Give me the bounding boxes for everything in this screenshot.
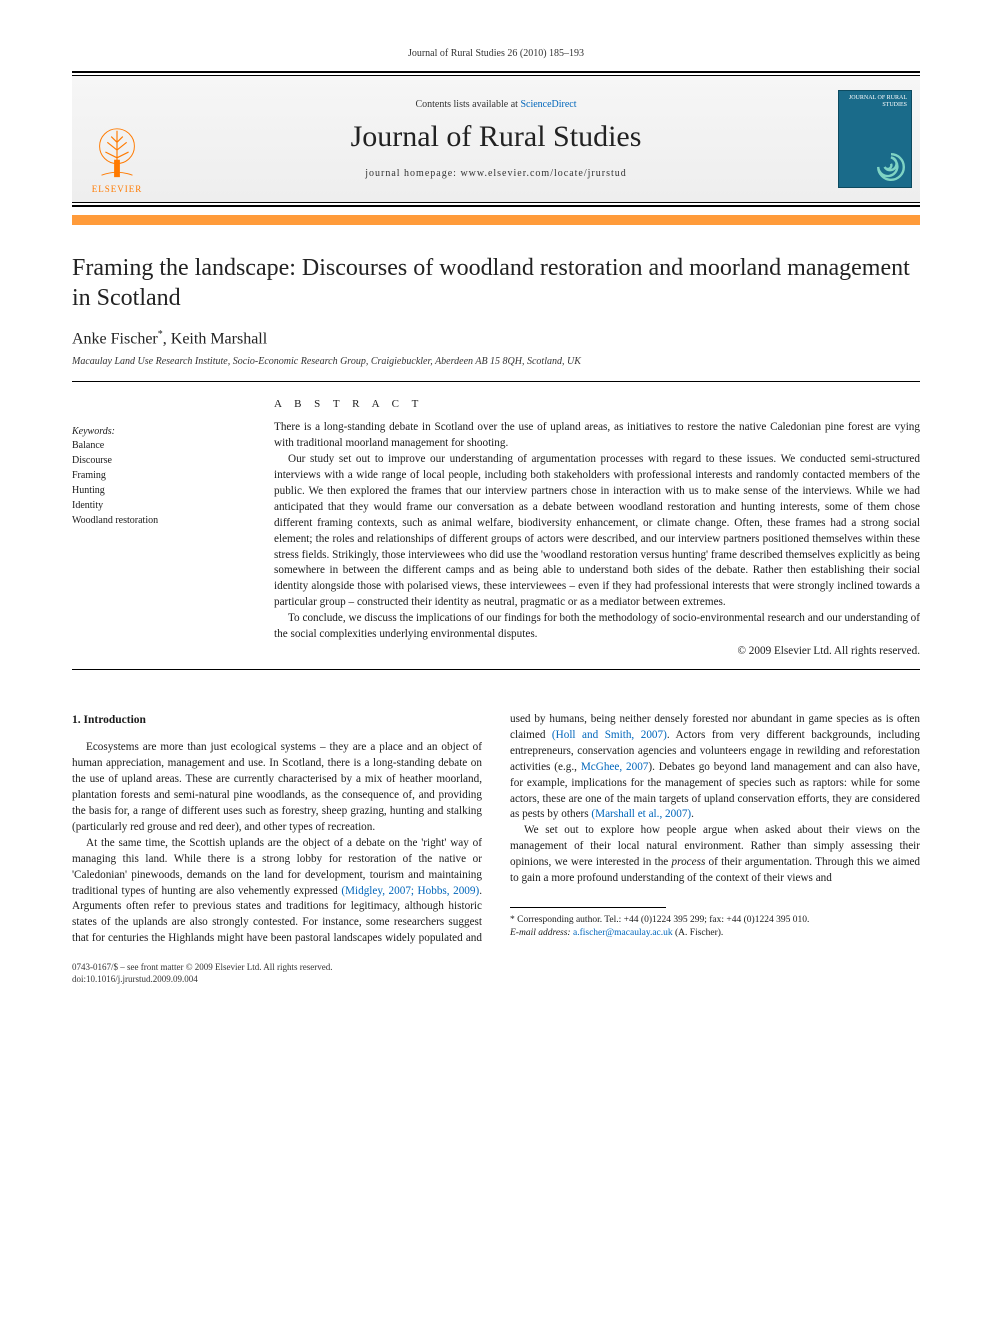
email-suffix: (A. Fischer).: [673, 928, 724, 938]
footer-line1: 0743-0167/$ – see front matter © 2009 El…: [72, 961, 920, 973]
body-text: .: [691, 808, 694, 820]
abstract-p3: To conclude, we discuss the implications…: [274, 611, 920, 643]
email-label: E-mail address:: [510, 928, 573, 938]
sciencedirect-link[interactable]: ScienceDirect: [520, 99, 576, 110]
keyword: Balance: [72, 438, 242, 453]
keyword: Woodland restoration: [72, 513, 242, 528]
homepage-url: www.elsevier.com/locate/jrurstud: [460, 168, 626, 179]
footer-doi: doi:10.1016/j.jrurstud.2009.09.004: [72, 973, 920, 985]
footnote-corr: * Corresponding author. Tel.: +44 (0)122…: [510, 915, 809, 925]
running-head: Journal of Rural Studies 26 (2010) 185–1…: [72, 48, 920, 59]
corresponding-author-footnote: * Corresponding author. Tel.: +44 (0)122…: [510, 914, 920, 940]
keyword: Hunting: [72, 483, 242, 498]
journal-name: Journal of Rural Studies: [351, 120, 642, 154]
elsevier-tree-icon: [88, 123, 146, 181]
cover-thumb-title: JOURNAL OF RURAL STUDIES: [843, 95, 907, 108]
publisher-name: ELSEVIER: [92, 184, 143, 194]
citation-link[interactable]: (Midgley, 2007; Hobbs, 2009): [341, 885, 479, 897]
citation-link[interactable]: McGhee, 2007: [581, 761, 649, 773]
publisher-logo-area: ELSEVIER: [72, 76, 162, 202]
keyword: Framing: [72, 468, 242, 483]
cover-swirl-icon: [875, 151, 907, 183]
citation-link[interactable]: (Marshall et al., 2007): [591, 808, 691, 820]
abstract-text: There is a long-standing debate in Scotl…: [274, 420, 920, 643]
journal-cover-thumbnail: JOURNAL OF RURAL STUDIES: [838, 90, 912, 188]
orange-accent-bar: [72, 215, 920, 225]
keywords-heading: Keywords:: [72, 426, 242, 437]
divider: [72, 669, 920, 670]
article-title: Framing the landscape: Discourses of woo…: [72, 253, 920, 313]
email-link[interactable]: a.fischer@macaulay.ac.uk: [573, 928, 673, 938]
section-heading: 1. Introduction: [72, 712, 482, 728]
footer-block: 0743-0167/$ – see front matter © 2009 El…: [72, 961, 920, 985]
abstract-heading: A B S T R A C T: [274, 398, 920, 410]
keyword: Identity: [72, 498, 242, 513]
cover-thumb-area: JOURNAL OF RURAL STUDIES: [830, 76, 920, 202]
keywords-column: Keywords: Balance Discourse Framing Hunt…: [72, 398, 242, 657]
copyright-line: © 2009 Elsevier Ltd. All rights reserved…: [274, 645, 920, 657]
body-columns: 1. Introduction Ecosystems are more than…: [72, 712, 920, 947]
abstract-p1: There is a long-standing debate in Scotl…: [274, 420, 920, 452]
citation-link[interactable]: (Holl and Smith, 2007): [552, 729, 667, 741]
authors-line: Anke Fischer*, Keith Marshall: [72, 329, 920, 348]
affiliation: Macaulay Land Use Research Institute, So…: [72, 356, 920, 367]
abstract-block: Keywords: Balance Discourse Framing Hunt…: [72, 382, 920, 669]
contents-available-line: Contents lists available at ScienceDirec…: [415, 99, 576, 110]
abstract-p2: Our study set out to improve our underst…: [274, 452, 920, 611]
keyword: Discourse: [72, 453, 242, 468]
body-p3: We set out to explore how people argue w…: [510, 823, 920, 887]
homepage-prefix: journal homepage:: [365, 168, 460, 179]
footnote-separator: [510, 907, 666, 908]
journal-homepage-line: journal homepage: www.elsevier.com/locat…: [365, 168, 627, 179]
journal-banner: ELSEVIER Contents lists available at Sci…: [72, 71, 920, 207]
body-p1: Ecosystems are more than just ecological…: [72, 740, 482, 835]
elsevier-logo: ELSEVIER: [80, 106, 154, 194]
contents-prefix: Contents lists available at: [415, 99, 520, 110]
